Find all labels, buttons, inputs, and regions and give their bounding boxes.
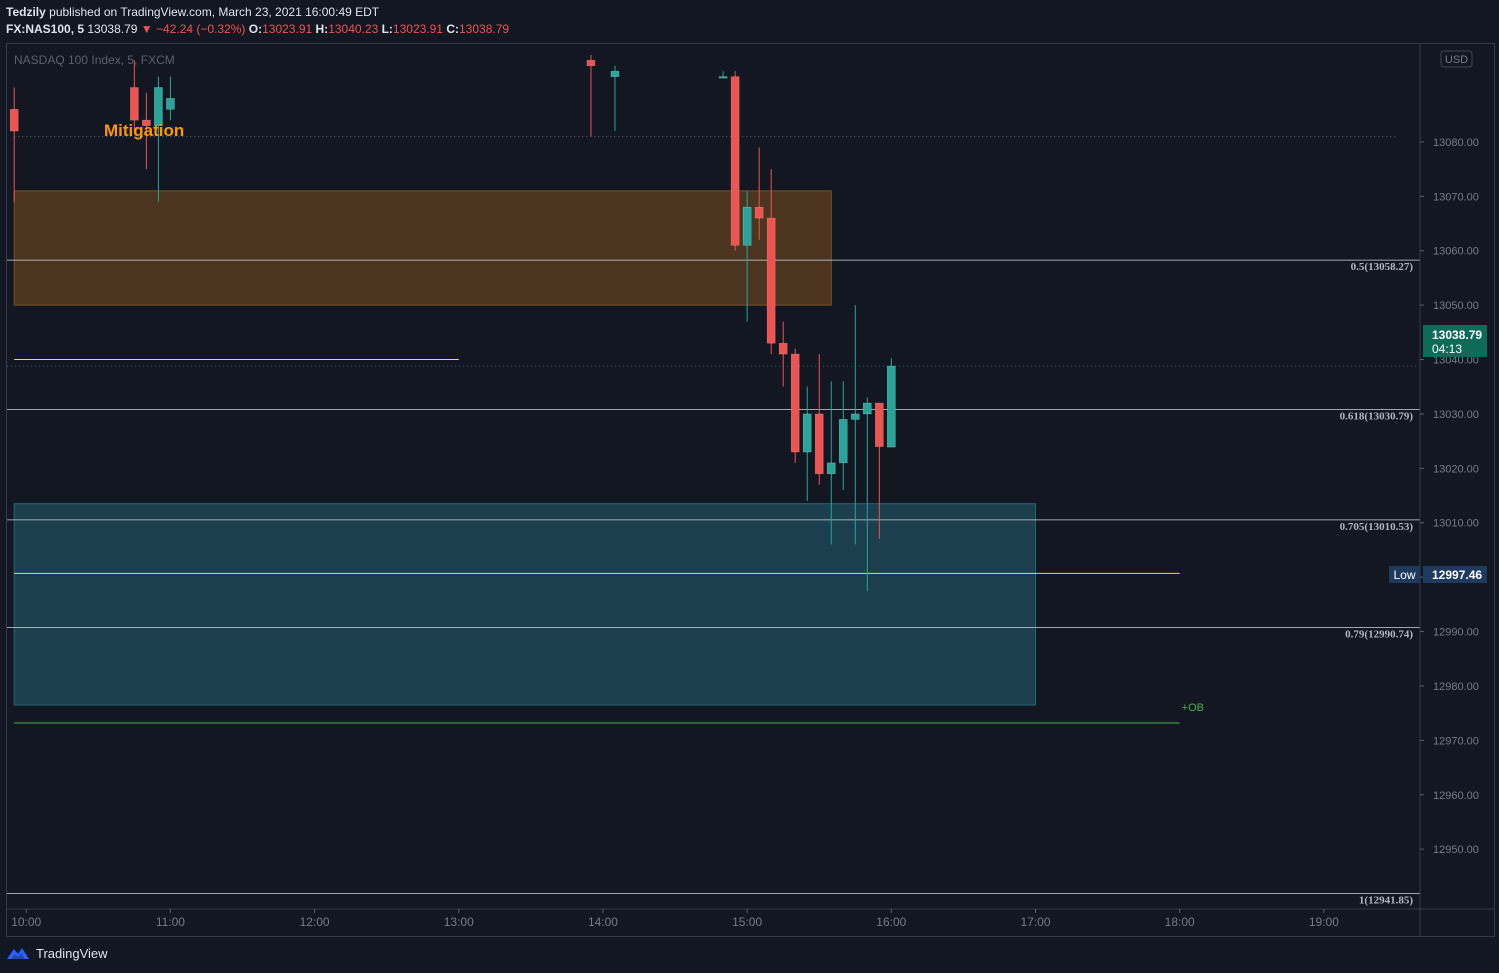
low-badge-value: 12997.46 — [1432, 568, 1482, 582]
candle-body[interactable] — [154, 87, 163, 126]
candle-body[interactable] — [887, 365, 896, 448]
last-price-badge-value: 13038.79 — [1432, 328, 1482, 342]
fib-level-label: 0.79(12990.74) — [1345, 629, 1413, 641]
candles-layer — [9, 54, 896, 591]
time-tick-label: 16:00 — [876, 915, 906, 929]
instrument-title: NASDAQ 100 Index, 5, FXCM — [14, 53, 175, 67]
price-tick-label: 12950.00 — [1433, 844, 1479, 856]
axes-layer: NASDAQ 100 Index, 5, FXCM Mitigation +OB… — [7, 44, 1494, 936]
ohlc-legend: FX:NAS100, 5 13038.79 ▼ −42.24 (−0.32%) … — [6, 22, 509, 36]
price-tick-label: 13070.00 — [1433, 191, 1479, 203]
candle-body[interactable] — [802, 413, 812, 453]
low-value: 13023.91 — [392, 22, 443, 36]
ob-label[interactable]: +OB — [1182, 702, 1204, 714]
price-tick-label: 13040.00 — [1433, 355, 1479, 367]
mitigation-zone[interactable] — [13, 190, 832, 306]
tradingview-footer[interactable]: TradingView — [6, 945, 108, 961]
candle-body[interactable] — [130, 87, 139, 121]
low-label: L: — [381, 22, 393, 36]
price-tick-label: 12960.00 — [1433, 790, 1479, 802]
price-tick-label: 13030.00 — [1433, 409, 1479, 421]
price-tick-label: 13010.00 — [1433, 518, 1479, 530]
candle-body[interactable] — [875, 402, 884, 447]
candle-body[interactable] — [862, 402, 872, 415]
candle-body[interactable] — [778, 342, 788, 355]
candle-body[interactable] — [850, 413, 860, 420]
fib-level-label: 0.5(13058.27) — [1351, 261, 1414, 273]
low-badge — [1389, 566, 1420, 583]
symbol-label[interactable]: FX:NAS100, 5 — [6, 22, 85, 36]
currency-badge-border — [1440, 50, 1473, 68]
low-badge-label: Low — [1393, 568, 1415, 582]
price-badges: 13038.79 04:13 Low 12997.46 — [1389, 325, 1487, 583]
price-tick-label: 13020.00 — [1433, 463, 1479, 475]
candle-body[interactable] — [730, 76, 740, 246]
candle-body[interactable] — [838, 419, 848, 464]
close-value: 13038.79 — [459, 22, 510, 36]
time-tick-label: 17:00 — [1020, 915, 1050, 929]
price-tick-label: 12970.00 — [1433, 735, 1479, 747]
candle-body[interactable] — [166, 98, 175, 110]
time-tick-label: 11:00 — [156, 915, 185, 929]
candle-body[interactable] — [9, 108, 19, 132]
price-tick-label: 13050.00 — [1433, 300, 1479, 312]
time-tick-label: 13:00 — [444, 915, 474, 929]
candle-body[interactable] — [790, 353, 800, 453]
candle-body[interactable] — [718, 76, 728, 79]
candle-body[interactable] — [586, 60, 596, 67]
price-tick-label: 12990.00 — [1433, 627, 1479, 639]
publish-info: Tedzily published on TradingView.com, Ma… — [6, 5, 379, 19]
drawing-layer: 0.5(13058.27) 0.618(13030.79) 0.705(13010.… — [7, 135, 1420, 906]
countdown-value: 04:13 — [1432, 342, 1462, 356]
price-tick-label: 13060.00 — [1433, 246, 1479, 258]
down-arrow-icon: ▼ — [140, 22, 153, 36]
low-value-badge — [1423, 566, 1487, 583]
change-value: −42.24 (−0.32%) — [156, 22, 246, 36]
tradingview-logo-icon — [7, 948, 29, 959]
time-tick-label: 12:00 — [300, 915, 330, 929]
time-tick-label: 14:00 — [588, 915, 618, 929]
candle-body[interactable] — [610, 70, 620, 77]
time-tick-label: 18:00 — [1165, 915, 1195, 929]
tradingview-brand: TradingView — [36, 945, 108, 961]
time-tick-label: 15:00 — [732, 915, 762, 929]
candle-body[interactable] — [814, 413, 824, 475]
price-tick-label: 13080.00 — [1433, 137, 1479, 149]
candle-body[interactable] — [754, 206, 764, 219]
price-tick-label: 12980.00 — [1433, 681, 1479, 693]
currency-label: USD — [1445, 54, 1468, 66]
publish-text: published on TradingView.com, March 23, … — [49, 5, 380, 19]
mitigation-label[interactable]: Mitigation — [104, 121, 184, 140]
open-value: 13023.91 — [262, 22, 313, 36]
chart-frame — [6, 43, 1495, 937]
order-block-zone[interactable] — [13, 503, 1037, 706]
time-tick-label: 19:00 — [1309, 915, 1339, 929]
candle-body[interactable] — [826, 462, 836, 475]
candle-body[interactable] — [742, 206, 752, 246]
fib-level-label: 0.705(13010.53) — [1340, 521, 1414, 533]
open-label: O: — [248, 22, 263, 36]
time-tick-label: 10:00 — [11, 915, 41, 929]
high-value: 13040.23 — [328, 22, 379, 36]
last-price-value: 13038.79 — [87, 22, 138, 36]
candle-body[interactable] — [766, 217, 776, 344]
author-name[interactable]: Tedzily — [6, 5, 46, 19]
fib-level-label: 0.618(13030.79) — [1340, 411, 1414, 423]
currency-badge[interactable]: USD — [1440, 50, 1473, 68]
fib-level-label: 1(12941.85) — [1359, 894, 1413, 906]
last-price-badge — [1423, 325, 1487, 357]
high-label: H: — [315, 22, 329, 36]
candle-body[interactable] — [142, 119, 151, 126]
close-label: C: — [446, 22, 459, 36]
